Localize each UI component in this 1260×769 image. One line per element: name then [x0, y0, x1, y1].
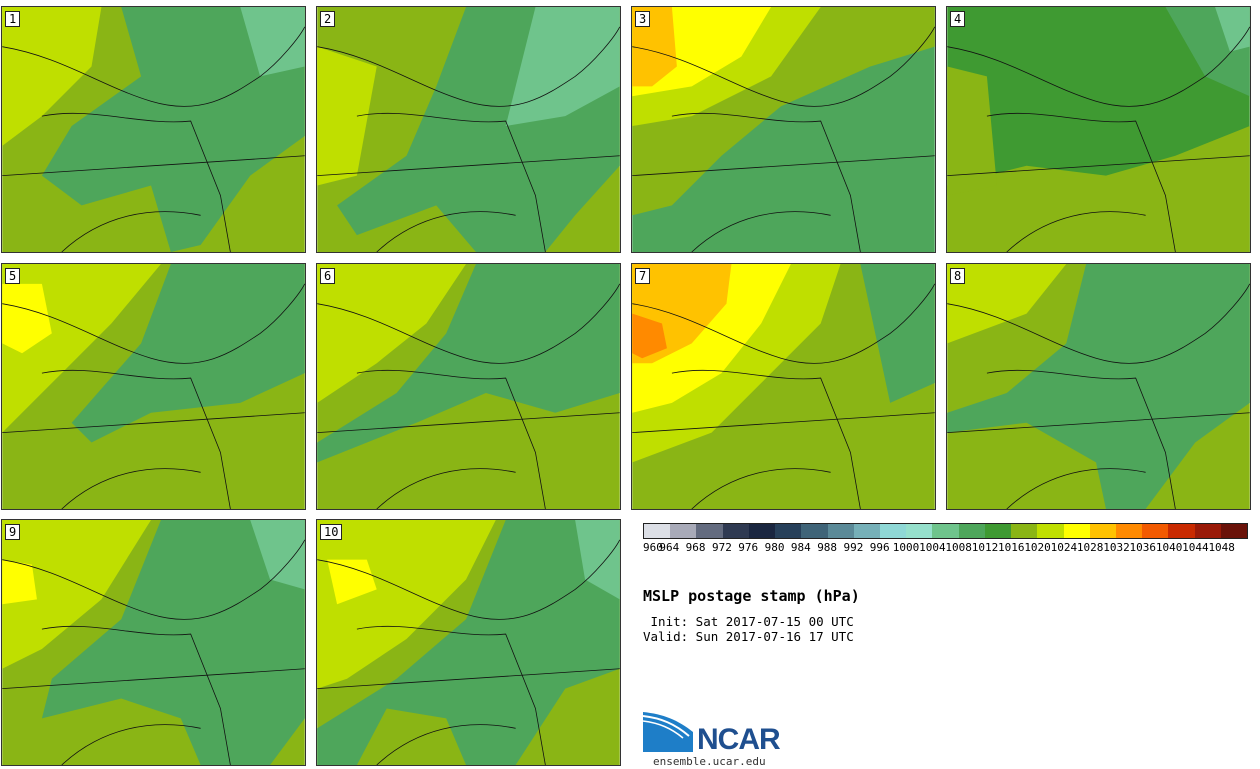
colorbar-segment [801, 524, 828, 538]
stamp-panel-8: 8 [946, 263, 1251, 510]
colorbar-segment [670, 524, 697, 538]
colorbar-segment [879, 524, 907, 538]
colorbar-ticks: 960 964 968 972 976 980 984 988 992 996 1000 1004 10… [632, 541, 1252, 555]
colorbar-segment [1115, 524, 1143, 538]
member-label: 4 [950, 11, 966, 27]
colorbar-tick-label: 964 [659, 541, 680, 554]
colorbar-tick-label: 1024 [1050, 541, 1078, 554]
colorbar-tick-label: 1004 [919, 541, 946, 554]
stamp-panel-3: 3 [631, 6, 936, 253]
colorbar-tick-label: 1000 [892, 541, 920, 554]
colorbar-segment [644, 524, 671, 538]
colorbar-segment [1011, 524, 1038, 538]
stamp-panel-5: 5 [1, 263, 306, 510]
page-title: MSLP postage stamp (hPa) [643, 587, 860, 605]
colorbar-segment [1089, 524, 1116, 538]
map-10 [317, 520, 620, 765]
member-label: 6 [320, 268, 336, 284]
colorbar-segment [1037, 524, 1064, 538]
colorbar-segment [1063, 524, 1090, 538]
member-label: 5 [5, 268, 21, 284]
map-6 [317, 264, 620, 509]
member-label: 9 [5, 524, 21, 540]
member-label: 3 [635, 11, 651, 27]
colorbar-tick-label: 972 [711, 541, 732, 554]
map-2 [317, 7, 620, 252]
colorbar-tick-label: 996 [869, 541, 890, 554]
colorbar-segment [696, 524, 723, 538]
colorbar-tick-label: 968 [685, 541, 706, 554]
colorbar [643, 523, 1248, 539]
colorbar-segment [748, 524, 776, 538]
colorbar-tick-label: 1012 [971, 541, 999, 554]
stamp-panel-4: 4 [946, 6, 1251, 253]
stamp-panel-9: 9 [1, 519, 306, 766]
map-4 [947, 7, 1250, 252]
colorbar-tick-label: 1028 [1076, 541, 1104, 554]
map-5 [2, 264, 305, 509]
stamp-panel-6: 6 [316, 263, 621, 510]
colorbar-tick-label: 1032 [1103, 541, 1130, 554]
colorbar-segment [932, 524, 959, 538]
map-1 [2, 7, 305, 252]
stamp-panel-7: 7 [631, 263, 936, 510]
colorbar-tick-label: 1008 [945, 541, 972, 554]
member-label: 1 [5, 11, 21, 27]
valid-time: Valid: Sun 2017-07-16 17 UTC [643, 629, 854, 644]
colorbar-tick-label: 1016 [998, 541, 1025, 554]
colorbar-tick-label: 1020 [1024, 541, 1051, 554]
colorbar-segment [1168, 524, 1195, 538]
colorbar-segment [906, 524, 933, 538]
colorbar-tick-label: 1044 [1182, 541, 1209, 554]
colorbar-tick-label: 984 [790, 541, 811, 554]
map-3 [632, 7, 935, 252]
stamp-panel-10: 10 [316, 519, 621, 766]
colorbar-tick-label: 1048 [1208, 541, 1235, 554]
member-label: 10 [320, 524, 343, 540]
colorbar-tick-label: 1036 [1129, 541, 1157, 554]
colorbar-tick-label: 988 [817, 541, 838, 554]
ncar-logo-icon [643, 712, 693, 752]
colorbar-tick-label: 976 [738, 541, 759, 554]
stamp-panel-1: 1 [1, 6, 306, 253]
colorbar-segment [1220, 524, 1248, 538]
colorbar-tick-label: 992 [843, 541, 864, 554]
map-9 [2, 520, 305, 765]
colorbar-tick-label: 1040 [1155, 541, 1183, 554]
colorbar-segment [1194, 524, 1221, 538]
colorbar-tick-label: 960 [643, 541, 663, 554]
colorbar-tick-label: 980 [764, 541, 785, 554]
init-time: Init: Sat 2017-07-15 00 UTC [643, 614, 854, 629]
member-label: 7 [635, 268, 651, 284]
map-8 [947, 264, 1250, 509]
member-label: 2 [320, 11, 336, 27]
colorbar-segment [853, 524, 880, 538]
colorbar-segment [1142, 524, 1169, 538]
colorbar-segment [958, 524, 985, 538]
colorbar-segment [984, 524, 1012, 538]
logo-text: NCAR [697, 723, 781, 756]
member-label: 8 [950, 268, 966, 284]
stamp-panel-2: 2 [316, 6, 621, 253]
site-url: ensemble.ucar.edu [653, 755, 766, 768]
colorbar-segment [722, 524, 749, 538]
colorbar-segment [827, 524, 854, 538]
colorbar-segment [775, 524, 802, 538]
map-7 [632, 264, 935, 509]
